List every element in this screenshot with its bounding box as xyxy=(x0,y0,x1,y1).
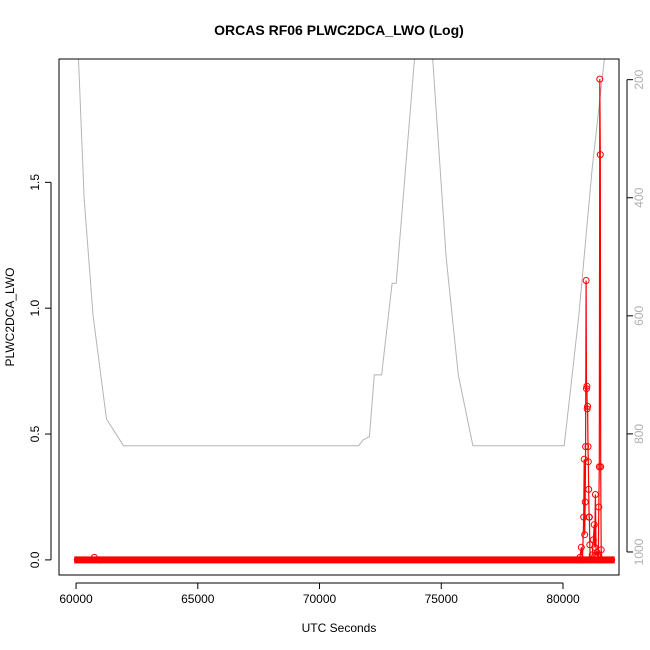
data-point xyxy=(590,521,598,529)
data-point xyxy=(585,485,593,493)
data-point xyxy=(598,556,606,564)
y2-tick-label: 600 xyxy=(632,305,646,325)
data-point xyxy=(595,503,603,511)
y-tick-label: 0.0 xyxy=(28,551,42,568)
data-point xyxy=(608,556,616,564)
data-point xyxy=(584,458,592,466)
data-point xyxy=(96,556,104,564)
x-tick-label: 60000 xyxy=(59,592,93,606)
data-point xyxy=(597,546,605,554)
y-tick-label: 1.0 xyxy=(28,300,42,317)
data-point xyxy=(584,443,592,451)
primary-series-line xyxy=(77,79,612,561)
data-point xyxy=(594,551,602,559)
x-tick-label: 70000 xyxy=(303,592,337,606)
data-point xyxy=(73,556,81,564)
data-point xyxy=(581,531,589,539)
y-axis-right: 200 400 600 800 1000 xyxy=(626,69,646,565)
data-point xyxy=(591,491,599,498)
x-tick-label: 80000 xyxy=(546,592,580,606)
secondary-series-line xyxy=(78,59,605,447)
data-point xyxy=(583,385,590,393)
data-point xyxy=(583,405,591,413)
data-point xyxy=(594,556,602,564)
data-point xyxy=(596,151,604,159)
data-point xyxy=(582,277,590,284)
x-axis-label: UTC Seconds xyxy=(302,621,377,635)
data-point xyxy=(581,498,589,506)
x-tick-label: 65000 xyxy=(181,592,215,606)
y2-tick-label: 800 xyxy=(632,424,646,444)
primary-baseline-band xyxy=(74,556,615,564)
data-point xyxy=(90,553,98,561)
y-axis-left: 0.0 0.5 1.0 1.5 xyxy=(28,174,52,568)
x-axis: 60000 65000 70000 75000 80000 xyxy=(59,582,580,606)
y-tick-label: 1.5 xyxy=(28,174,42,191)
y2-tick-label: 1000 xyxy=(632,538,646,565)
secondary-series-group xyxy=(78,59,605,447)
data-point xyxy=(579,556,586,564)
y-axis-label: PLWC2DCA_LWO xyxy=(3,268,17,367)
data-point xyxy=(596,75,604,83)
data-point xyxy=(582,443,590,451)
chart-title: ORCAS RF06 PLWC2DCA_LWO (Log) xyxy=(214,22,464,38)
data-point xyxy=(577,543,585,551)
data-point xyxy=(597,463,605,471)
data-point xyxy=(584,402,592,410)
data-point xyxy=(589,536,597,544)
plot-frame xyxy=(58,58,620,576)
data-point xyxy=(583,382,591,390)
x-tick-label: 75000 xyxy=(425,592,459,606)
y2-tick-label: 200 xyxy=(632,69,646,89)
primary-series-group xyxy=(73,75,616,564)
y-tick-label: 0.5 xyxy=(28,425,42,442)
data-point xyxy=(585,513,593,521)
y2-tick-label: 400 xyxy=(632,187,646,207)
